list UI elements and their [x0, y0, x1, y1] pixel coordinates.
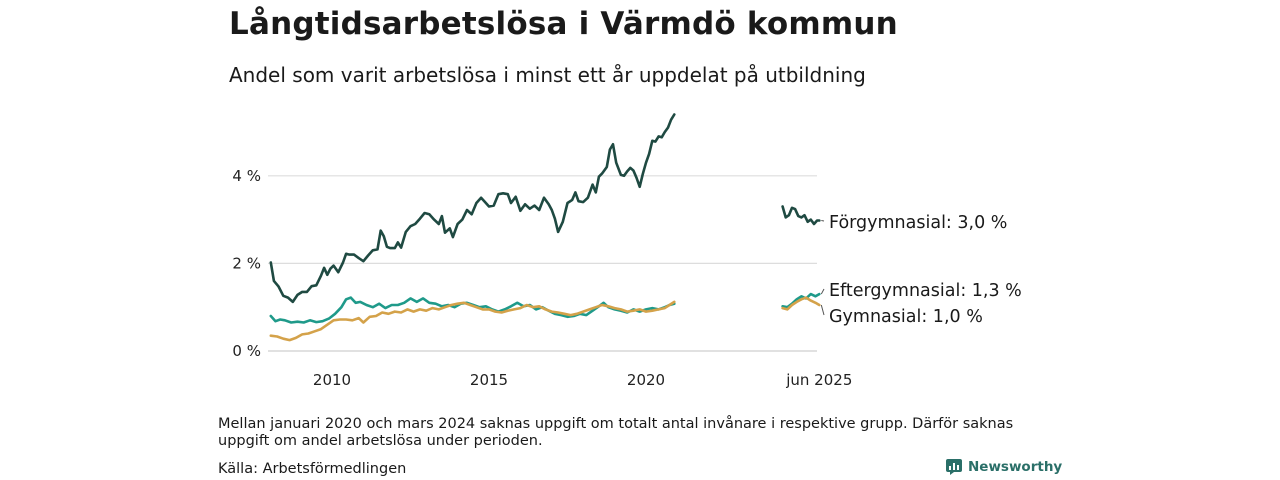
newsworthy-icon	[946, 459, 962, 475]
series-line-förgymnasial-2	[781, 205, 821, 226]
y-axis-ticks: 0 % 2 % 4 %	[232, 167, 261, 360]
chart-subtitle: Andel som varit arbetslösa i minst ett å…	[229, 63, 866, 87]
end-labels: Förgymnasial: 3,0 % Eftergymnasial: 1,3 %…	[820, 213, 1022, 327]
end-label-eftergymnasial: Eftergymnasial: 1,3 %	[829, 281, 1022, 301]
end-label-connector	[820, 288, 825, 295]
x-tick-label: 2010	[313, 371, 351, 389]
end-label-connector	[820, 304, 825, 316]
series-lines	[269, 113, 821, 342]
x-tick-label: 2020	[627, 371, 665, 389]
series-line-gymnasial-1	[269, 300, 676, 342]
brand-name: Newsworthy	[968, 459, 1063, 475]
end-label-förgymnasial: Förgymnasial: 3,0 %	[829, 213, 1007, 233]
y-tick-label: 0 %	[232, 342, 261, 360]
y-tick-label: 4 %	[232, 167, 261, 185]
x-tick-label: 2015	[470, 371, 508, 389]
series-line-gymnasial-2	[781, 296, 821, 311]
gridlines	[268, 175, 817, 352]
source-text: Källa: Arbetsförmedlingen	[218, 461, 407, 477]
end-label-gymnasial: Gymnasial: 1,0 %	[829, 307, 983, 327]
series-line-förgymnasial-1	[269, 113, 676, 304]
series-line-eftergymnasial-2	[781, 292, 821, 309]
chart-title: Långtidsarbetslösa i Värmdö kommun	[229, 6, 898, 42]
x-tick-label: jun 2025	[785, 371, 852, 389]
series-line-eftergymnasial-1	[269, 296, 676, 324]
brand-logo[interactable]: Newsworthy	[946, 459, 1062, 475]
y-tick-label: 2 %	[232, 254, 261, 272]
end-label-connector	[821, 219, 825, 222]
x-axis-ticks: 2010 2015 2020 jun 2025	[313, 371, 852, 389]
footnote: Mellan januari 2020 och mars 2024 saknas…	[218, 416, 1014, 449]
